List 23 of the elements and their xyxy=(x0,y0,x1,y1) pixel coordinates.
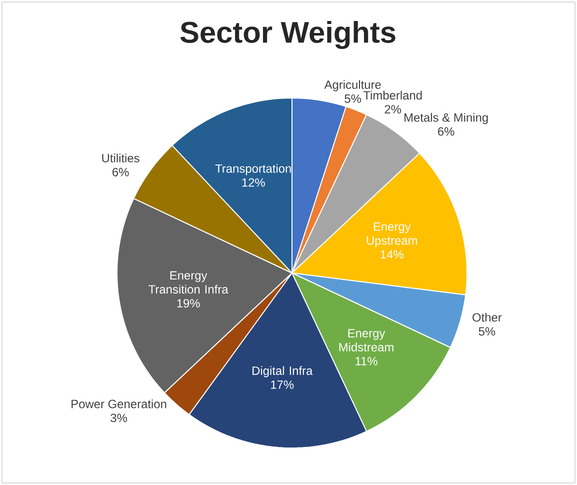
slice-label: Utilities xyxy=(102,154,140,162)
slice-label: Power Generation xyxy=(72,399,166,408)
slice-label: Digital Infra xyxy=(252,366,313,378)
slice-label: Timberland xyxy=(363,90,422,100)
data-label: 3% xyxy=(110,414,127,422)
data-label: 2% xyxy=(384,105,402,114)
data-label: 12% xyxy=(242,178,265,187)
data-label: 6% xyxy=(438,127,454,136)
data-label: 6% xyxy=(112,168,129,176)
slice-label: Energy Transition Infra xyxy=(148,271,228,294)
data-label: 11% xyxy=(356,356,378,366)
data-label: 5% xyxy=(344,94,362,103)
slice-label: Energy Midstream xyxy=(339,329,394,352)
data-label: 5% xyxy=(478,327,496,336)
slice-label: Other xyxy=(472,312,502,322)
chart-title: Sector Weights xyxy=(180,20,396,49)
data-label: 17% xyxy=(271,380,294,389)
slice-label: Metals & Mining xyxy=(404,112,488,124)
data-label: 19% xyxy=(177,299,200,308)
data-label: 14% xyxy=(380,250,404,259)
slice-label: Transportation xyxy=(215,164,291,176)
slice-label: Agriculture xyxy=(324,80,381,92)
slice-label: Energy Upstream xyxy=(366,222,417,248)
